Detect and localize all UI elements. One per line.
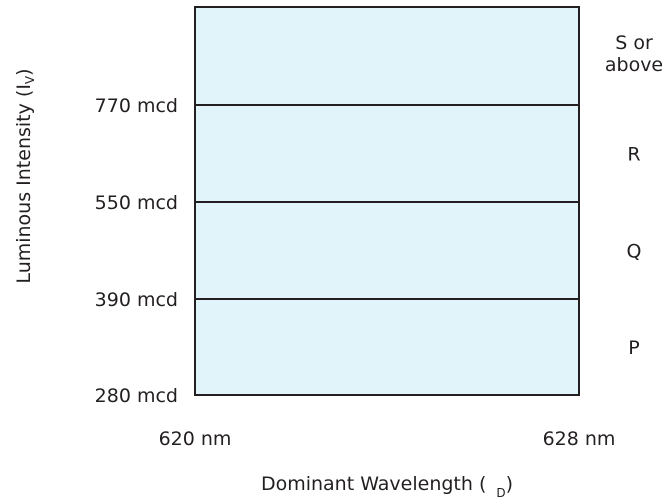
bin-boundary-lines bbox=[195, 104, 579, 300]
y-tick-label: 280 mcd bbox=[95, 385, 178, 407]
x-tick-label: 628 nm bbox=[543, 428, 616, 450]
y-axis-tick-labels: 280 mcd 390 mcd 550 mcd 770 mcd bbox=[95, 95, 178, 407]
y-tick-label: 770 mcd bbox=[95, 95, 178, 117]
bin-label: R bbox=[627, 144, 640, 166]
x-axis-title: Dominant Wavelength (D) bbox=[261, 473, 513, 500]
y-tick-label: 550 mcd bbox=[95, 192, 178, 214]
x-axis-tick-labels: 620 nm 628 nm bbox=[159, 428, 616, 450]
x-tick-label: 620 nm bbox=[159, 428, 232, 450]
y-axis-title: Luminous Intensity (IV) bbox=[13, 68, 37, 283]
bin-label: Q bbox=[627, 241, 642, 263]
bin-label: P bbox=[628, 337, 639, 359]
y-tick-label: 390 mcd bbox=[95, 289, 178, 311]
bin-labels: P Q R S or above bbox=[605, 32, 663, 359]
bin-label: S or above bbox=[605, 32, 663, 76]
